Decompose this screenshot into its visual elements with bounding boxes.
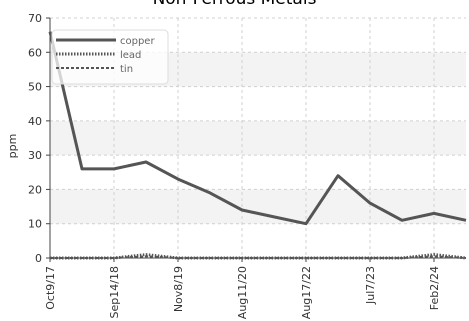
y-tick-label: 0 — [35, 252, 42, 265]
x-tick-label: Feb2/24 — [428, 266, 441, 310]
plot-band — [50, 120, 466, 156]
y-tick-label: 10 — [28, 218, 42, 231]
series-line-copper — [48, 31, 467, 226]
y-tick-label: 60 — [28, 46, 42, 59]
legend-label-copper: copper — [120, 36, 155, 47]
y-tick-label: 20 — [28, 183, 42, 196]
x-tick-labels: Oct9/17 Sep14/18 Nov8/19 Aug11/20 Aug17/22 Ju… — [44, 266, 441, 319]
y-axis-label: ppm — [6, 134, 19, 159]
x-tick-label: Aug17/22 — [300, 266, 313, 319]
legend-label-tin: tin — [120, 64, 133, 75]
series-lines — [48, 31, 467, 260]
x-tick-label: Jul7/23 — [364, 266, 377, 305]
y-tick-label: 30 — [28, 149, 42, 162]
y-tick-label: 50 — [28, 81, 42, 94]
y-tick-labels: 0 10 20 30 40 50 60 70 — [28, 12, 42, 265]
x-tick-label: Sep14/18 — [108, 266, 121, 318]
x-tick-label: Aug11/20 — [236, 266, 249, 319]
legend-label-lead: lead — [120, 50, 141, 61]
x-tick-label: Nov8/19 — [172, 266, 185, 312]
y-tick-label: 70 — [28, 12, 42, 25]
chart-title: Non-Ferrous Metals — [0, 0, 469, 9]
legend: copper lead tin — [51, 29, 169, 85]
y-tick-label: 40 — [28, 115, 42, 128]
legend-box — [51, 29, 169, 85]
x-tick-label: Oct9/17 — [44, 266, 57, 310]
series-line-lead — [50, 253, 467, 260]
series-line-tin — [50, 255, 467, 259]
